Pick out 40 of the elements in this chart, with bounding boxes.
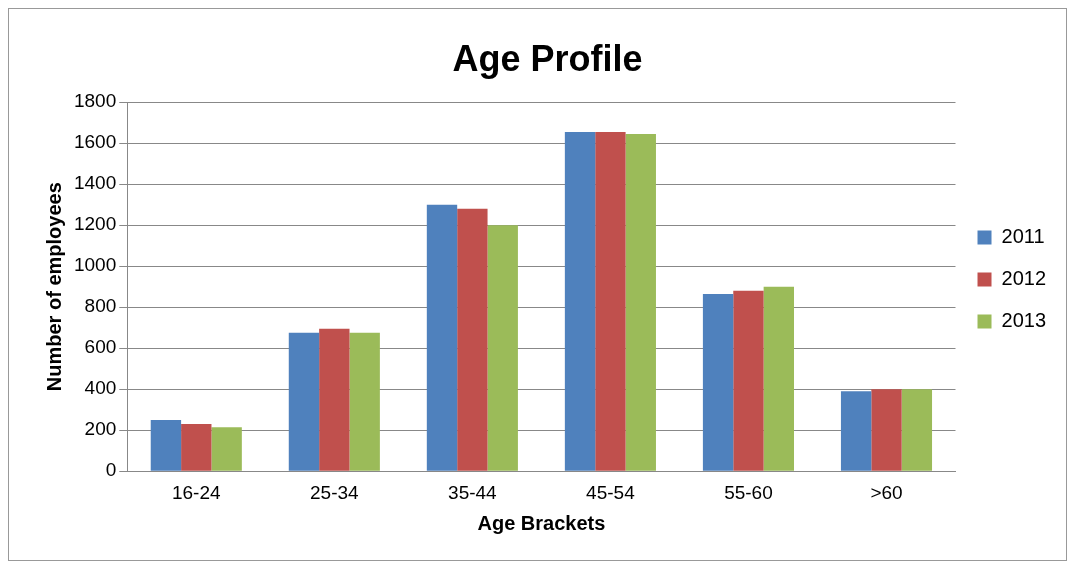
- bar: [288, 332, 320, 471]
- y-tick-label: 800: [84, 295, 117, 317]
- y-tick-label: 0: [105, 459, 117, 481]
- bar: [625, 133, 656, 471]
- bar: [150, 419, 182, 471]
- y-axis-title: Number of employees: [42, 182, 65, 392]
- bar: [426, 204, 458, 471]
- x-tick-label: 16-24: [171, 481, 222, 503]
- y-tick-label: 1000: [73, 254, 117, 276]
- bar: [595, 131, 626, 471]
- y-tick-label: 400: [84, 377, 117, 399]
- x-tick-label: 25-34: [310, 481, 360, 503]
- x-tick-label: 45-54: [586, 481, 636, 503]
- x-tick-label: 35-44: [448, 481, 498, 503]
- y-tick-label: 1800: [73, 90, 117, 112]
- x-axis-title: Age Brackets: [477, 511, 606, 534]
- bar: [487, 225, 518, 471]
- x-tick-label: >60: [870, 481, 903, 503]
- bar: [349, 332, 380, 471]
- y-tick-label: 600: [84, 336, 117, 358]
- legend-label: 2011: [1001, 225, 1045, 248]
- legend-label: 2013: [1001, 309, 1047, 332]
- bar: [733, 290, 764, 471]
- bar: [840, 391, 872, 471]
- y-tick-label: 200: [84, 418, 117, 440]
- bar: [702, 293, 734, 471]
- y-tick-label: 1200: [73, 213, 117, 235]
- bar: [901, 389, 933, 471]
- chart-title: Age Profile: [452, 37, 643, 79]
- bar: [181, 424, 212, 471]
- bar: [763, 286, 794, 471]
- y-tick-label: 1600: [73, 131, 117, 153]
- bar: [564, 131, 596, 471]
- legend-label: 2012: [1001, 267, 1047, 290]
- x-tick-label: 55-60: [724, 481, 773, 503]
- bar: [871, 389, 902, 471]
- y-tick-label: 1400: [73, 172, 117, 194]
- bar: [211, 427, 242, 471]
- bar: [457, 208, 488, 471]
- bar: [319, 328, 350, 471]
